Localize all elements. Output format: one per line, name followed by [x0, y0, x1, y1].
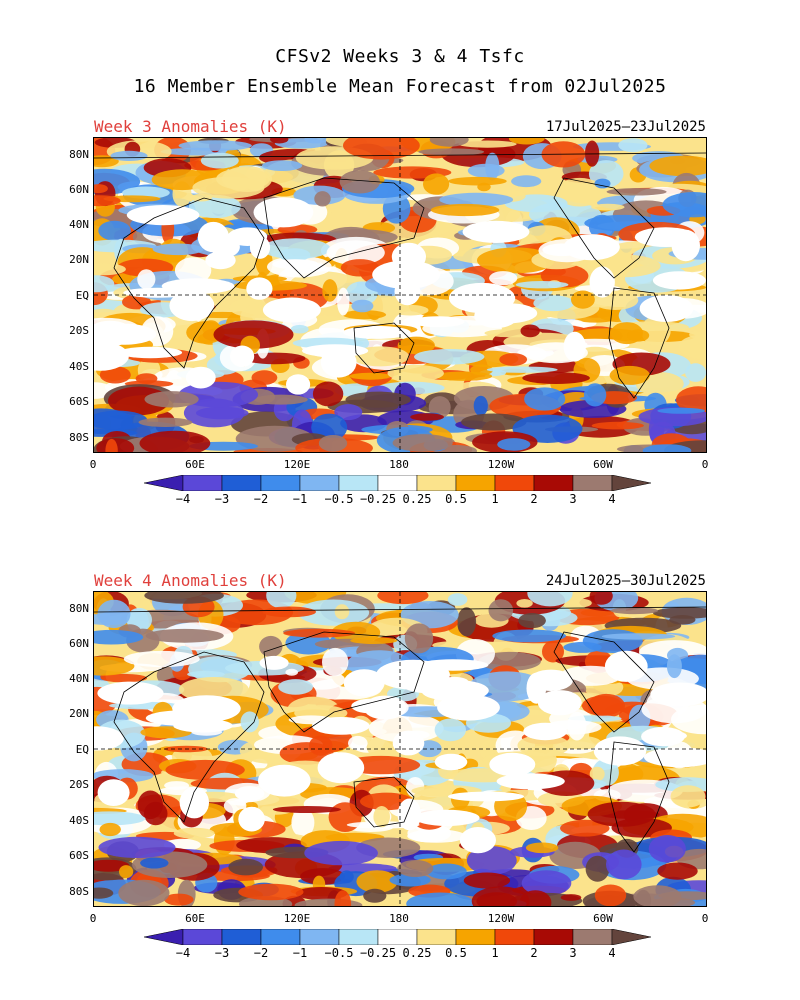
colorbar-tick-label: −4	[175, 492, 191, 506]
colorbar-swatch	[299, 928, 340, 946]
latitude-tick-label: EQ	[75, 743, 89, 756]
colorbar-swatch	[572, 928, 613, 946]
colorbar-swatch	[494, 474, 535, 492]
latitude-tick-label: 80S	[69, 885, 89, 898]
latitude-tick-label: 80S	[69, 431, 89, 444]
longitude-tick-label: 60W	[593, 458, 613, 471]
colorbar-swatch	[611, 474, 652, 492]
colorbar-swatch	[377, 474, 418, 492]
colorbar-swatch	[221, 928, 262, 946]
latitude-tick-label: 80N	[69, 602, 89, 615]
longitude-tick-label: 0	[89, 912, 97, 925]
longitude-tick-label: 60E	[185, 458, 205, 471]
colorbar-tick-label: −2	[253, 492, 269, 506]
colorbar-tick-label: −2	[253, 946, 269, 960]
longitude-tick-label: 60W	[593, 912, 613, 925]
longitude-tick-label: 120E	[283, 912, 311, 925]
latitude-tick-label: 40S	[69, 814, 89, 827]
colorbar-tick-label: −0.25	[359, 946, 397, 960]
colorbar-swatch	[260, 474, 301, 492]
latitude-tick-label: 20S	[69, 324, 89, 337]
colorbar-swatch	[611, 928, 652, 946]
colorbar-tick-label: 4	[608, 946, 616, 960]
colorbar-scale	[143, 928, 652, 946]
colorbar-swatch	[338, 928, 379, 946]
colorbar-swatch	[533, 928, 574, 946]
longitude-tick-label: 120W	[487, 458, 515, 471]
colorbar-tick-label: −3	[214, 946, 230, 960]
latitude-tick-label: 60N	[69, 637, 89, 650]
latitude-tick-label: 40S	[69, 360, 89, 373]
latitude-tick-label: 60S	[69, 849, 89, 862]
colorbar-swatch	[260, 928, 301, 946]
panel-1-title: Week 3 Anomalies (K)	[94, 117, 287, 136]
colorbar-swatch	[455, 928, 496, 946]
colorbar-swatch	[533, 474, 574, 492]
colorbar-swatch	[143, 928, 184, 946]
week3-anomaly-map	[93, 137, 707, 453]
colorbar-swatch	[143, 474, 184, 492]
panel-2-title: Week 4 Anomalies (K)	[94, 571, 287, 590]
colorbar-tick-label: 0.25	[402, 492, 432, 506]
colorbar-swatch	[182, 928, 223, 946]
longitude-tick-label: 60E	[185, 912, 205, 925]
colorbar-swatch	[299, 474, 340, 492]
latitude-tick-label: 60N	[69, 183, 89, 196]
latitude-tick-label: 20S	[69, 778, 89, 791]
colorbar-swatch	[221, 474, 262, 492]
colorbar-tick-label: −1	[292, 946, 308, 960]
colorbar-tick-label: −1	[292, 492, 308, 506]
colorbar-swatch	[416, 928, 457, 946]
longitude-tick-label: 120E	[283, 458, 311, 471]
colorbar-tick-label: 3	[569, 492, 577, 506]
longitude-tick-label: 0	[701, 912, 709, 925]
latitude-tick-label: 60S	[69, 395, 89, 408]
latitude-tick-label: 20N	[69, 253, 89, 266]
latitude-tick-label: 40N	[69, 672, 89, 685]
colorbar-tick-label: 2	[530, 946, 538, 960]
colorbar-tick-label: −0.25	[359, 492, 397, 506]
colorbar-swatch	[572, 474, 613, 492]
colorbar-tick-label: 3	[569, 946, 577, 960]
latitude-tick-label: 20N	[69, 707, 89, 720]
colorbar-swatch	[182, 474, 223, 492]
colorbar-tick-label: 1	[491, 946, 499, 960]
longitude-tick-label: 180	[389, 458, 409, 471]
colorbar-tick-label: 2	[530, 492, 538, 506]
colorbar-tick-label: 1	[491, 492, 499, 506]
longitude-tick-label: 0	[701, 458, 709, 471]
colorbar-swatch	[416, 474, 457, 492]
colorbar-swatch	[494, 928, 535, 946]
colorbar-tick-label: −0.5	[324, 946, 354, 960]
colorbar-swatch	[455, 474, 496, 492]
chart-title-line2: 16 Member Ensemble Mean Forecast from 02…	[133, 76, 667, 97]
colorbar-tick-label: −4	[175, 946, 191, 960]
latitude-tick-label: EQ	[75, 289, 89, 302]
colorbar-tick-label: 4	[608, 492, 616, 506]
longitude-tick-label: 120W	[487, 912, 515, 925]
panel-1-dates: 17Jul2025–23Jul2025	[545, 119, 706, 135]
latitude-tick-label: 40N	[69, 218, 89, 231]
panel-2-dates: 24Jul2025–30Jul2025	[545, 573, 706, 589]
panel-2-colorbar: −4 −3 −2 −1 −0.5 −0.25 0.25 0.5 1 2 3 4	[143, 928, 656, 960]
colorbar-tick-label: −3	[214, 492, 230, 506]
longitude-tick-label: 0	[89, 458, 97, 471]
chart-title-line1: CFSv2 Weeks 3 & 4 Tsfc	[275, 46, 525, 67]
colorbar-tick-label: 0.5	[445, 946, 467, 960]
colorbar-swatch	[377, 928, 418, 946]
colorbar-tick-label: 0.5	[445, 492, 467, 506]
colorbar-tick-label: −0.5	[324, 492, 354, 506]
longitude-tick-label: 180	[389, 912, 409, 925]
colorbar-scale	[143, 474, 652, 492]
week4-anomaly-map	[93, 591, 707, 907]
colorbar-tick-label: 0.25	[402, 946, 432, 960]
panel-1-colorbar: −4 −3 −2 −1 −0.5 −0.25 0.25 0.5 1 2 3 4	[143, 474, 656, 506]
colorbar-swatch	[338, 474, 379, 492]
latitude-tick-label: 80N	[69, 148, 89, 161]
